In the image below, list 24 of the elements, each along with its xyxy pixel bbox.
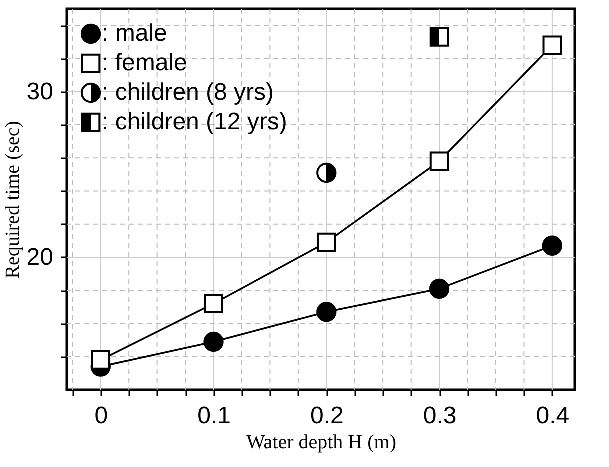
point [316, 302, 337, 322]
point [542, 36, 562, 56]
x-tick-label: 0.3 [423, 402, 457, 430]
point [204, 332, 224, 352]
y-tick-label: 20 [26, 244, 54, 271]
y-tick-label: 30 [26, 78, 54, 106]
legend-label: : female [102, 50, 188, 76]
point [316, 162, 337, 184]
point [542, 236, 563, 256]
y-axis-title: Required time (sec) [2, 121, 24, 279]
point [91, 350, 111, 370]
x-tick-label: 0.4 [536, 402, 570, 430]
x-axis-title: Water depth H (m) [246, 432, 396, 454]
x-tick-label: 0.2 [310, 402, 344, 430]
x-tick-label: 0.1 [198, 402, 231, 430]
point [430, 28, 450, 47]
legend-label: : children (8 yrs) [102, 79, 274, 106]
legend-label: : children (12 yrs) [102, 108, 288, 136]
legend-label: : male [102, 20, 168, 47]
point [204, 294, 224, 314]
point [316, 232, 336, 252]
x-tick-label: 0 [94, 402, 108, 430]
point [429, 278, 450, 300]
point [430, 152, 450, 172]
